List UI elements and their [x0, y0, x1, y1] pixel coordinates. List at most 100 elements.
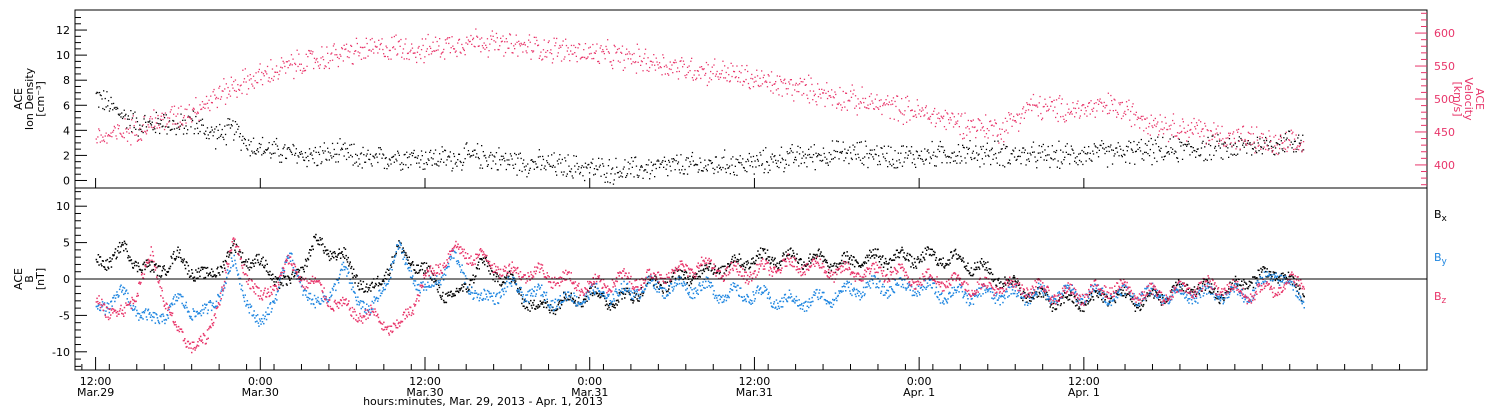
data-point	[1104, 107, 1106, 109]
data-point	[1013, 276, 1016, 279]
data-point	[1165, 145, 1167, 148]
data-point	[133, 309, 135, 311]
data-point	[754, 160, 756, 162]
data-point	[1278, 152, 1280, 154]
data-point	[674, 169, 676, 171]
data-point	[604, 58, 606, 60]
data-point	[359, 163, 361, 165]
data-point	[383, 154, 385, 156]
data-point	[942, 117, 944, 120]
data-point	[331, 52, 333, 54]
data-point	[1256, 126, 1258, 128]
data-point	[329, 250, 332, 253]
data-point	[134, 134, 136, 136]
data-point	[333, 256, 335, 259]
data-point	[149, 123, 152, 125]
data-point	[1168, 153, 1170, 155]
data-point	[1120, 154, 1123, 157]
data-point	[1154, 139, 1156, 141]
data-point	[221, 267, 223, 269]
data-point	[350, 267, 352, 270]
data-point	[173, 258, 176, 260]
data-point	[327, 252, 330, 255]
data-point	[669, 280, 671, 283]
data-point	[132, 309, 134, 311]
data-point	[1097, 296, 1100, 299]
data-point	[444, 293, 447, 295]
data-point	[107, 100, 110, 102]
data-point	[1011, 281, 1014, 283]
data-point	[328, 67, 330, 70]
data-point	[948, 119, 950, 121]
data-point	[1038, 145, 1040, 147]
data-point	[1158, 146, 1160, 148]
data-point	[928, 152, 930, 154]
data-point	[585, 58, 587, 60]
data-point	[188, 116, 190, 118]
data-point	[804, 84, 806, 86]
data-point	[532, 302, 534, 304]
data-point	[999, 133, 1002, 135]
data-point	[661, 290, 664, 292]
data-point	[121, 291, 123, 293]
data-point	[1036, 167, 1038, 169]
data-point	[1185, 144, 1187, 146]
data-point	[1111, 103, 1114, 106]
data-point	[1046, 294, 1049, 296]
data-point	[1057, 160, 1059, 162]
data-point	[144, 130, 146, 132]
data-point	[812, 253, 815, 256]
data-point	[992, 158, 994, 160]
data-point	[463, 147, 465, 149]
data-point	[183, 306, 185, 308]
data-point	[219, 85, 221, 87]
data-point	[195, 97, 197, 99]
data-point	[416, 162, 418, 164]
data-point	[1016, 113, 1018, 115]
data-point	[982, 145, 984, 148]
data-point	[887, 263, 890, 265]
data-point	[591, 58, 593, 60]
data-point	[930, 254, 933, 257]
data-point	[1167, 151, 1170, 153]
data-point	[343, 247, 345, 249]
data-point	[852, 144, 854, 146]
data-point	[696, 273, 698, 275]
data-point	[306, 165, 308, 168]
data-point	[1221, 143, 1223, 145]
data-point	[584, 298, 587, 300]
data-point	[1037, 152, 1039, 154]
data-point	[230, 266, 232, 269]
data-point	[1209, 130, 1212, 132]
data-point	[212, 275, 215, 278]
data-point	[1203, 278, 1205, 281]
data-point	[1018, 149, 1021, 152]
data-point	[1136, 118, 1138, 121]
data-point	[331, 59, 334, 61]
data-point	[672, 161, 674, 163]
data-point	[682, 165, 684, 167]
data-point	[957, 144, 960, 146]
data-point	[957, 113, 960, 115]
data-point	[807, 154, 809, 156]
data-point	[738, 253, 741, 255]
data-point	[998, 152, 1000, 154]
data-point	[258, 68, 260, 71]
data-point	[649, 66, 651, 69]
data-point	[773, 263, 775, 266]
data-point	[537, 44, 540, 46]
data-point	[161, 112, 163, 114]
data-point	[1008, 112, 1010, 114]
data-point	[602, 165, 605, 167]
data-point	[640, 60, 643, 62]
data-point	[192, 110, 195, 112]
data-point	[691, 151, 694, 154]
data-point	[1078, 306, 1080, 308]
data-point	[1178, 132, 1180, 134]
data-point	[1134, 151, 1137, 153]
data-point	[1021, 113, 1023, 115]
data-point	[1053, 151, 1055, 153]
data-point	[1277, 282, 1279, 284]
data-point	[1032, 141, 1035, 143]
